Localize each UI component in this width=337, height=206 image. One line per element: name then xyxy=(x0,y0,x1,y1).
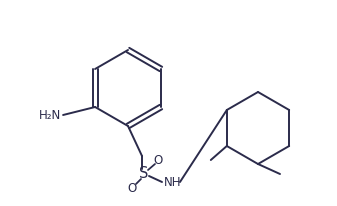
Text: H₂N: H₂N xyxy=(39,109,61,122)
Text: NH: NH xyxy=(164,176,182,188)
Text: O: O xyxy=(127,181,136,194)
Text: O: O xyxy=(153,153,163,166)
Text: S: S xyxy=(139,166,149,181)
